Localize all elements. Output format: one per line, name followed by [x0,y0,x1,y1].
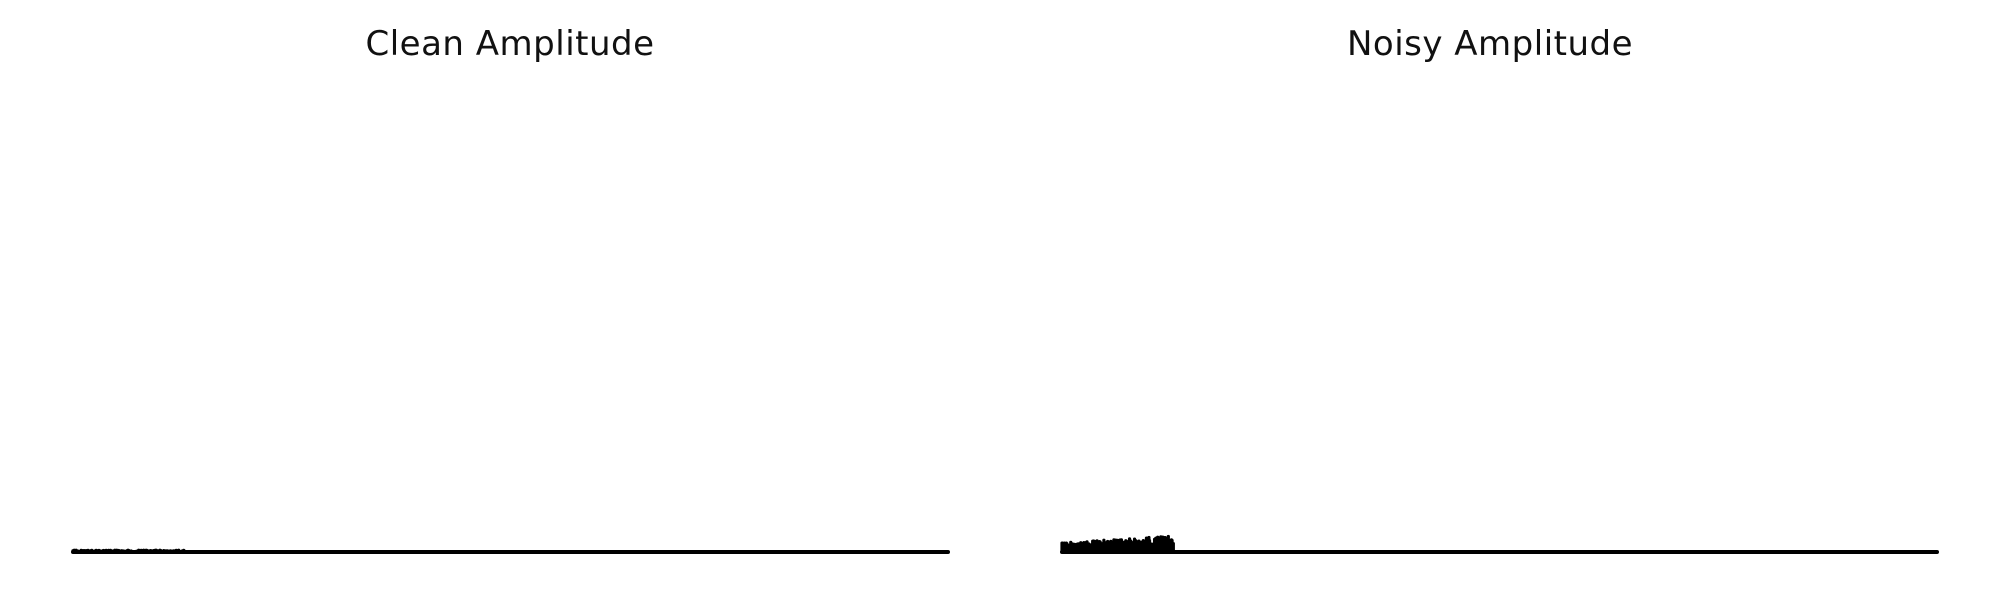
noisy-amplitude-title: Noisy Amplitude [1346,24,1634,64]
clean-amplitude-panel: Clean Amplitude [71,24,950,554]
amplitude-waveform [1060,534,1939,554]
amplitude-waveform [71,548,950,554]
clean-amplitude-title: Clean Amplitude [365,24,655,64]
noisy-amplitude-panel: Noisy Amplitude [1000,0,2000,600]
amplitude-series-line [1060,534,1175,554]
noisy-amplitude-plot [1060,534,1939,554]
clean-amplitude-plot [71,548,950,554]
